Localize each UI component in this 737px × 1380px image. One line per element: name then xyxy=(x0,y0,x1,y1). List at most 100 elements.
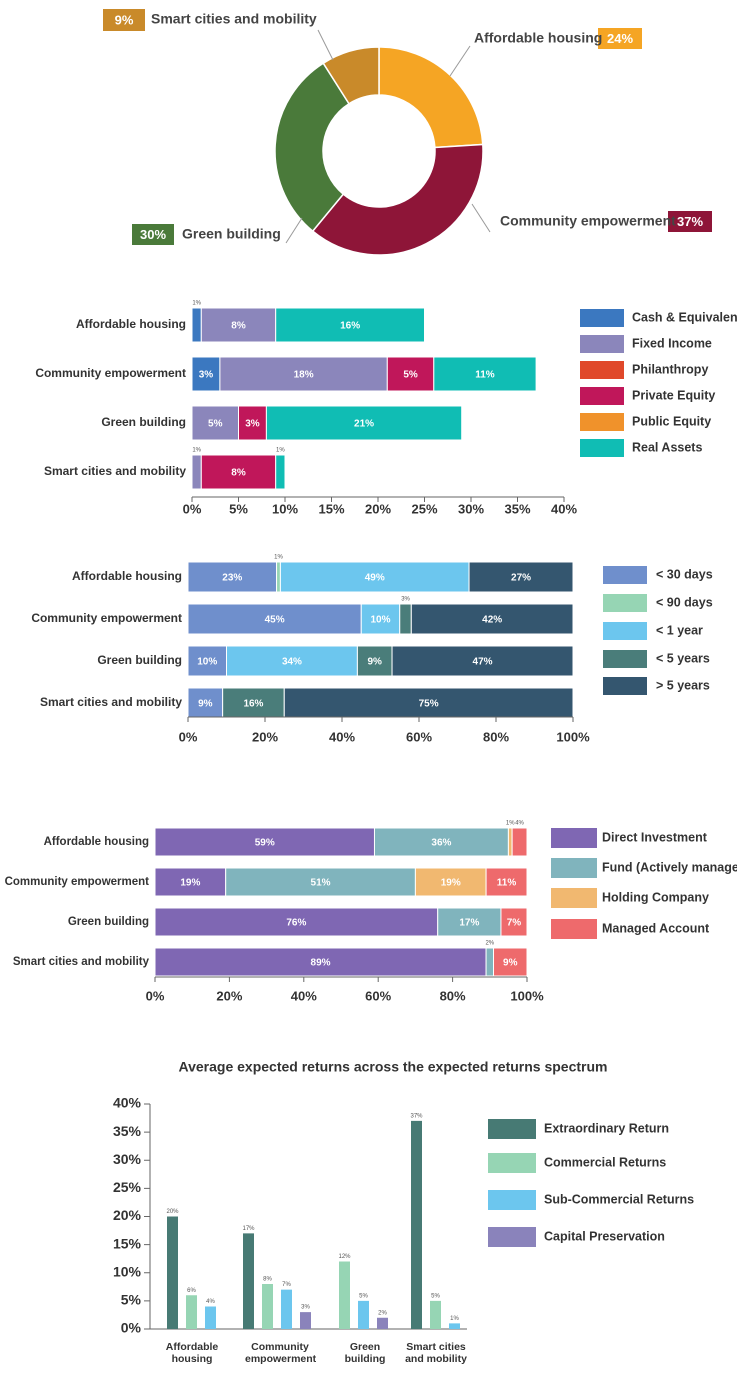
legend-label: Commercial Returns xyxy=(544,1155,666,1169)
bar-segment xyxy=(191,356,221,392)
bar xyxy=(358,1300,369,1329)
bar-segment xyxy=(279,561,470,593)
value-label: 1% xyxy=(276,448,285,454)
legend-swatch xyxy=(603,677,647,695)
legend-swatch xyxy=(580,309,624,327)
donut-slice xyxy=(322,46,380,105)
x-tick-label: Community empowerment xyxy=(245,1341,317,1365)
x-tick-label: 25% xyxy=(411,501,437,516)
value-label: 17% xyxy=(242,1226,255,1232)
legend-swatch xyxy=(488,1227,536,1247)
bar-segment xyxy=(399,603,412,635)
bar-segment xyxy=(219,356,388,392)
value-label: 20% xyxy=(166,1209,179,1215)
value-label: 5% xyxy=(359,1293,368,1299)
legend-label: < 5 years xyxy=(656,651,710,665)
legend-label: Fixed Income xyxy=(632,336,712,350)
value-label: 37% xyxy=(410,1113,423,1119)
leader-line xyxy=(449,45,471,77)
legend-swatch xyxy=(488,1190,536,1210)
value-label: 7% xyxy=(282,1282,291,1288)
value-label: 24% xyxy=(607,31,633,46)
category-label: Community empowerment xyxy=(5,876,150,888)
x-tick-label: 60% xyxy=(406,729,432,744)
legend-swatch xyxy=(580,335,624,353)
bar-segment xyxy=(187,687,224,719)
bar xyxy=(262,1284,273,1329)
category-label: Green building xyxy=(97,653,182,667)
bar xyxy=(411,1120,422,1329)
bar xyxy=(186,1295,197,1329)
value-label: 3% xyxy=(401,597,410,603)
x-tick-label: 0% xyxy=(146,988,165,1003)
legend-label: Cash & Equivalents xyxy=(632,310,737,324)
legend-label: Real Assets xyxy=(632,440,702,454)
value-label: 36% xyxy=(431,838,451,849)
donut-slice xyxy=(378,46,484,149)
category-label: Smart cities and mobility xyxy=(44,464,186,478)
category-label: Green building xyxy=(68,916,149,928)
value-label: 11% xyxy=(475,370,495,381)
donut-slice xyxy=(311,143,484,256)
category-label: Green building xyxy=(101,415,186,429)
bar xyxy=(167,1216,178,1329)
legend-label: Direct Investment xyxy=(602,830,708,844)
label-box xyxy=(668,211,712,232)
bar-segment xyxy=(507,827,513,857)
bar-segment xyxy=(191,405,239,441)
value-label: 59% xyxy=(255,838,275,849)
bar-segment xyxy=(226,645,358,677)
value-label: 5% xyxy=(403,370,418,381)
value-label: 30% xyxy=(140,227,166,242)
x-tick-label: 40% xyxy=(291,988,317,1003)
value-label: 16% xyxy=(243,699,263,710)
legend-swatch xyxy=(488,1119,536,1139)
legend-swatch xyxy=(603,622,647,640)
x-tick-label: 20% xyxy=(216,988,242,1003)
leader-line xyxy=(317,29,334,61)
y-tick-label: 30% xyxy=(113,1151,142,1167)
x-tick-label: 80% xyxy=(440,988,466,1003)
bar-segment xyxy=(414,867,487,897)
value-label: 34% xyxy=(282,657,302,668)
value-label: 11% xyxy=(497,878,517,889)
bar-segment xyxy=(511,827,528,857)
value-label: 9% xyxy=(503,958,518,969)
bar-segment xyxy=(187,561,278,593)
value-label: 8% xyxy=(231,468,246,479)
value-label: 8% xyxy=(231,321,246,332)
legend-label: Managed Account xyxy=(602,921,710,935)
x-tick-label: 20% xyxy=(365,501,391,516)
bar-segment xyxy=(410,603,574,635)
value-label: 37% xyxy=(677,214,703,229)
value-label: 75% xyxy=(419,699,439,710)
x-tick-label: 5% xyxy=(229,501,248,516)
value-label: 21% xyxy=(354,419,374,430)
category-label: Community empowerment xyxy=(35,366,186,380)
value-label: 3% xyxy=(245,419,260,430)
leader-line xyxy=(471,203,491,233)
value-label: 6% xyxy=(187,1288,196,1294)
value-label: 9% xyxy=(198,699,213,710)
legend-label: Sub-Commercial Returns xyxy=(544,1192,694,1206)
value-label: 1% xyxy=(192,301,201,307)
bar-segment xyxy=(275,454,286,490)
legend-swatch xyxy=(603,566,647,584)
category-label: Smart cities and mobility xyxy=(40,695,182,709)
bar-segment xyxy=(360,603,401,635)
x-tick-label: 30% xyxy=(458,501,484,516)
y-tick-label: 20% xyxy=(113,1207,142,1223)
value-label: 10% xyxy=(197,657,217,668)
value-label: 1% xyxy=(274,555,283,561)
value-label: 19% xyxy=(180,878,200,889)
bar-segment xyxy=(275,307,426,343)
y-tick-label: 15% xyxy=(113,1235,142,1251)
value-label: 8% xyxy=(263,1277,272,1283)
bar xyxy=(430,1300,441,1329)
legend-label: Capital Preservation xyxy=(544,1229,665,1243)
x-tick-label: 100% xyxy=(510,988,544,1003)
bar-segment xyxy=(276,561,281,593)
bar-segment xyxy=(356,645,393,677)
value-label: 5% xyxy=(208,419,223,430)
